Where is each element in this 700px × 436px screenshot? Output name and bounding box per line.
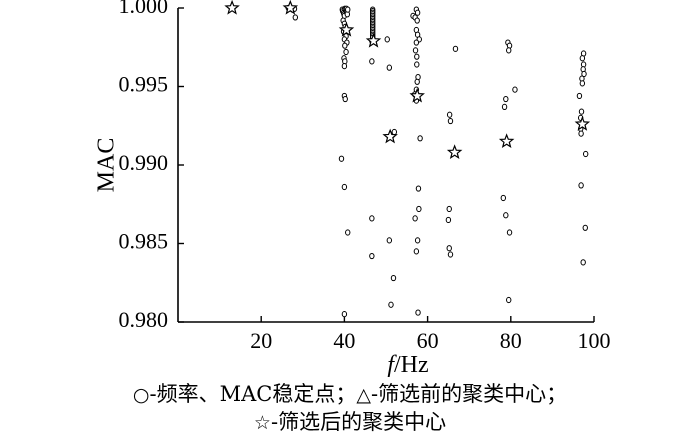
x-tick-label: 60	[417, 328, 439, 353]
data-point-circle	[342, 95, 348, 103]
y-tick-label: 0.990	[119, 150, 169, 175]
data-point-circle	[415, 309, 421, 316]
data-point-circle	[412, 215, 418, 222]
y-tick-label: 0.985	[119, 229, 169, 254]
cluster-center-star	[498, 133, 515, 149]
y-tick-label: 0.995	[119, 72, 169, 97]
cluster-center-star	[224, 0, 240, 15]
data-point-circle	[446, 111, 453, 118]
legend-circle-label: -频率、MAC稳定点；	[149, 382, 357, 406]
legend-line-2: ☆-筛选后的聚类中心	[0, 406, 700, 436]
data-point-circle	[414, 78, 420, 85]
data-point-circle	[341, 183, 348, 191]
data-point-circle	[369, 58, 375, 65]
data-point-circle	[578, 182, 584, 189]
x-tick-label: 40	[333, 328, 355, 353]
y-axis-title: MAC	[94, 138, 120, 193]
data-point-circle	[414, 53, 420, 60]
data-point-circle	[292, 14, 299, 21]
data-point-circle	[412, 47, 419, 54]
star-marker-icon: ☆	[253, 412, 271, 434]
data-point-circle	[446, 245, 452, 252]
cluster-center-star	[446, 144, 463, 160]
y-tick-label: 1.000	[119, 0, 169, 18]
data-point-circle	[582, 150, 589, 158]
y-tick-label: 0.980	[119, 307, 169, 332]
data-point-circle	[391, 128, 398, 136]
data-point-circle	[580, 259, 586, 266]
data-point-circle	[342, 42, 348, 49]
data-point-circle	[386, 64, 393, 71]
data-point-circle	[452, 45, 459, 52]
data-points	[224, 0, 591, 318]
data-point-circle	[338, 155, 345, 162]
data-point-circle	[576, 92, 583, 100]
cluster-center-star	[409, 87, 425, 103]
cluster-center-star	[382, 128, 398, 144]
data-point-circle	[447, 251, 454, 258]
data-point-circle	[369, 252, 375, 260]
data-point-circle	[341, 311, 348, 318]
data-point-circle	[579, 55, 586, 62]
data-point-circle	[415, 185, 422, 192]
data-point-circle	[390, 274, 397, 282]
data-point-circle	[500, 194, 507, 202]
x-tick-label: 20	[250, 328, 272, 353]
legend-line-1: ○-频率、MAC稳定点；△-筛选前的聚类中心；	[0, 378, 700, 408]
legend-triangle-label: -筛选前的聚类中心；	[370, 382, 568, 406]
x-axis-title: f/Hz	[387, 352, 428, 378]
data-point-circle	[413, 39, 420, 46]
data-point-circle	[388, 301, 394, 308]
cluster-center-star	[365, 32, 382, 48]
data-point-circle	[384, 36, 390, 43]
data-point-circle	[501, 103, 508, 111]
data-point-circle	[446, 205, 452, 213]
data-point-circle	[582, 224, 588, 231]
data-point-circle	[578, 130, 584, 137]
data-point-circle	[506, 296, 512, 304]
ticks	[178, 7, 595, 323]
data-point-circle	[345, 6, 351, 13]
circle-marker-icon: ○	[132, 384, 150, 406]
data-point-circle	[579, 80, 586, 87]
data-point-circle	[506, 47, 512, 54]
x-axis-title-variable: f	[387, 352, 397, 378]
axes	[177, 8, 594, 323]
cluster-center-star	[282, 0, 299, 15]
data-point-circle	[414, 9, 421, 16]
data-point-circle	[343, 48, 349, 56]
data-point-circle	[445, 216, 452, 224]
data-point-circle	[447, 117, 454, 125]
data-point-circle	[414, 61, 420, 68]
data-point-circle	[503, 212, 509, 219]
tick-labels: 20 40 60 80 100 0.980 0.985 0.990 0.995 1.000	[119, 0, 611, 353]
data-point-circle	[417, 135, 423, 142]
x-tick-label: 100	[578, 328, 611, 353]
data-point-circle	[416, 205, 422, 213]
data-point-circle	[369, 215, 375, 222]
data-point-circle	[341, 62, 348, 70]
x-axis-title-unit: /Hz	[394, 352, 429, 378]
cluster-center-star	[338, 21, 355, 37]
data-point-circle	[578, 108, 585, 115]
cluster-center-star	[574, 116, 591, 131]
data-point-circle	[414, 17, 420, 24]
data-point-circle	[503, 95, 509, 103]
triangle-marker-icon: △	[356, 384, 371, 406]
data-point-circle	[512, 86, 518, 93]
data-point-circle	[506, 229, 513, 236]
data-point-circle	[414, 237, 421, 244]
data-point-circle	[345, 229, 351, 236]
legend-star-label: -筛选后的聚类中心	[270, 410, 447, 434]
data-point-circle	[386, 237, 393, 244]
data-point-circle	[413, 248, 420, 255]
x-tick-label: 80	[500, 328, 522, 353]
